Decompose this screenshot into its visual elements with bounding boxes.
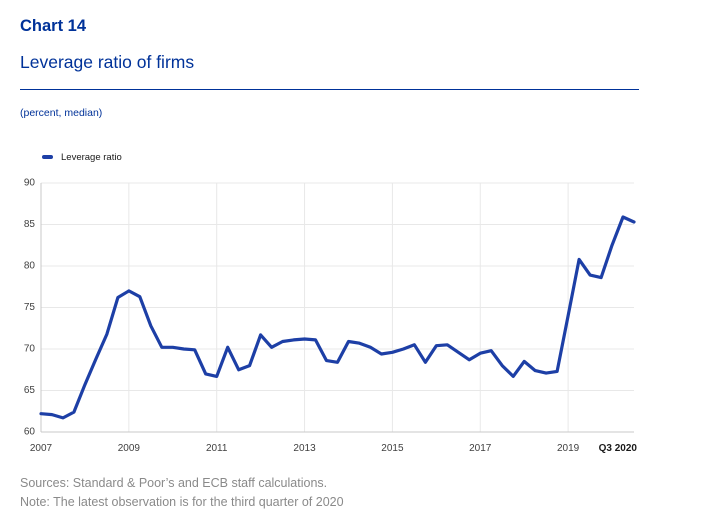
y-tick-label: 75 [24, 302, 36, 313]
legend: Leverage ratio [42, 151, 122, 163]
x-tick-label: 2017 [469, 443, 492, 454]
footer-sources: Sources: Standard & Poor’s and ECB staff… [20, 476, 328, 490]
x-tick-label: 2015 [381, 443, 404, 454]
y-tick-label: 80 [24, 261, 36, 272]
y-tick-label: 70 [24, 344, 36, 355]
x-tick-label: Q3 2020 [599, 443, 638, 454]
title-divider [20, 89, 639, 90]
chart-title: Leverage ratio of firms [20, 52, 195, 72]
y-tick-label: 85 [24, 219, 36, 230]
x-tick-label: 2013 [293, 443, 316, 454]
footer-note: Note: The latest observation is for the … [20, 494, 344, 509]
y-tick-label: 65 [24, 385, 36, 396]
legend-dash-icon [42, 155, 53, 159]
footer: Sources: Standard & Poor’s and ECB staff… [20, 474, 344, 511]
line-chart: 60 65 70 75 80 85 90 2007 2009 2011 2013 2015 2017 20… [24, 178, 638, 455]
y-tick-label: 90 [24, 178, 36, 189]
chart-number: Chart 14 [20, 17, 87, 35]
data-line-leverage-ratio [39, 215, 636, 420]
x-tick-label: 2011 [206, 443, 228, 454]
x-tick-label: 2009 [118, 443, 141, 454]
x-tick-label: 2019 [557, 443, 580, 454]
legend-label: Leverage ratio [61, 151, 122, 163]
chart-subtitle: (percent, median) [20, 107, 103, 119]
x-tick-label: 2007 [30, 443, 53, 454]
y-tick-label: 60 [24, 427, 36, 438]
